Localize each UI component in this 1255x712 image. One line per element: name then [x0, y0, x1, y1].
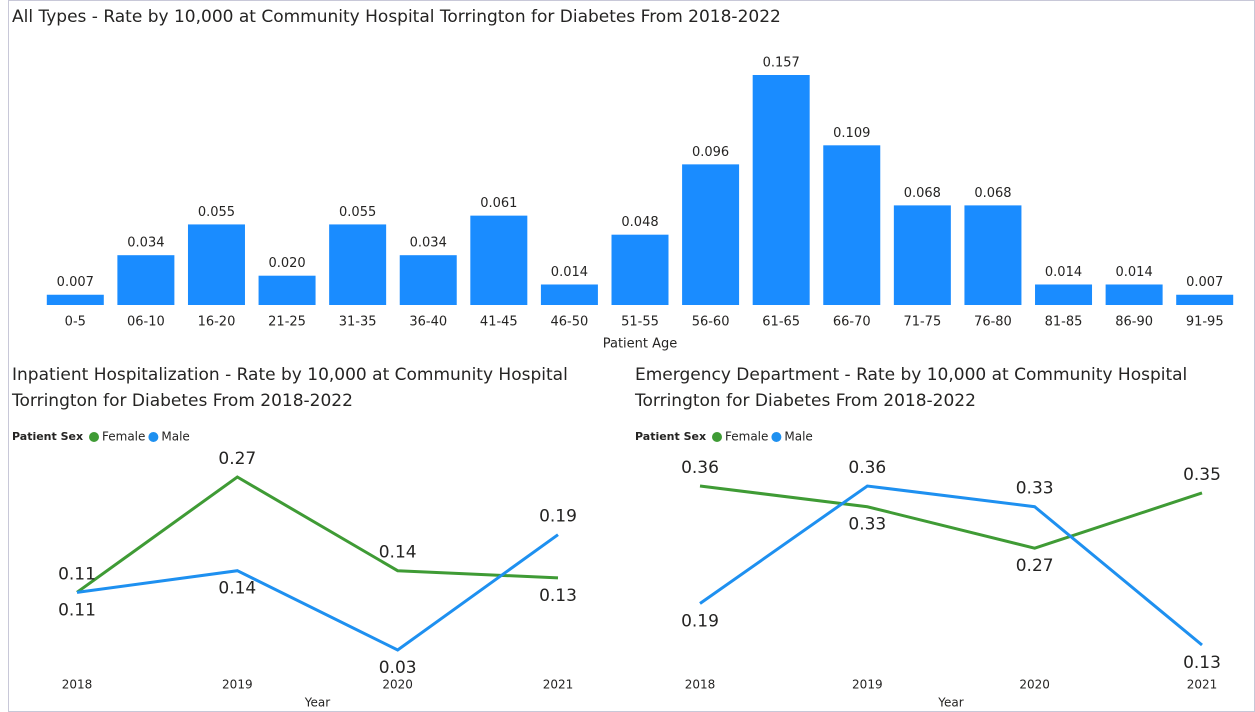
x-tick-label: 06-10 — [127, 315, 165, 330]
x-axis-label: Year — [937, 696, 963, 710]
data-label: 0.096 — [692, 145, 729, 160]
x-axis-label: Patient Age — [603, 337, 678, 352]
data-label: 0.27 — [1016, 556, 1054, 576]
x-axis-label: Year — [304, 696, 330, 710]
legend-label: Female — [725, 430, 768, 444]
legend-label: Male — [161, 430, 189, 444]
x-tick-label: 91-95 — [1186, 315, 1224, 330]
data-label: 0.055 — [198, 205, 235, 220]
bar — [329, 224, 387, 305]
x-tick-label: 36-40 — [409, 315, 447, 330]
data-label: 0.014 — [551, 265, 588, 280]
data-label: 0.061 — [480, 196, 517, 211]
data-label: 0.034 — [127, 236, 164, 251]
data-label: 0.14 — [379, 543, 417, 563]
x-tick-label: 66-70 — [833, 315, 871, 330]
data-label: 0.109 — [833, 126, 870, 141]
bar — [682, 164, 740, 305]
data-label: 0.014 — [1045, 265, 1082, 280]
data-label: 0.048 — [621, 215, 658, 230]
data-label: 0.034 — [410, 236, 447, 251]
legend-marker — [771, 432, 782, 442]
line — [699, 484, 1203, 647]
frame — [8, 0, 1255, 712]
data-label: 0.14 — [218, 579, 256, 599]
bar — [46, 294, 104, 305]
legend-label: Male — [784, 430, 812, 444]
bar — [470, 215, 528, 305]
data-label: 0.157 — [763, 56, 800, 71]
data-label: 0.13 — [539, 586, 577, 606]
chart-title: Emergency Department - Rate by 10,000 at… — [635, 365, 1188, 411]
bar — [1176, 294, 1234, 305]
data-label: 0.13 — [1183, 653, 1221, 673]
x-tick-label: 0-5 — [65, 315, 86, 330]
data-label: 0.33 — [1016, 479, 1054, 499]
x-tick-label: 2020 — [382, 678, 413, 692]
legend-marker — [148, 432, 159, 442]
x-tick-label: 2019 — [222, 678, 253, 692]
bar — [964, 205, 1022, 305]
legend-title: Patient Sex — [12, 430, 83, 443]
x-tick-label: 2021 — [543, 678, 574, 692]
x-tick-label: 81-85 — [1045, 315, 1083, 330]
bar — [399, 255, 457, 305]
bar — [823, 145, 881, 305]
bar — [117, 255, 175, 305]
x-tick-label: 61-65 — [762, 315, 800, 330]
x-tick-label: 2020 — [1019, 678, 1050, 692]
chart-title: All Types - Rate by 10,000 at Community … — [12, 7, 781, 27]
data-label: 0.27 — [218, 449, 256, 469]
data-label: 0.007 — [1186, 275, 1223, 290]
data-label: 0.35 — [1183, 465, 1221, 485]
x-tick-label: 86-90 — [1115, 315, 1153, 330]
x-tick-label: 46-50 — [551, 315, 589, 330]
data-label: 0.068 — [904, 186, 941, 201]
x-tick-label: 41-45 — [480, 315, 518, 330]
chart-title: Inpatient Hospitalization - Rate by 10,0… — [12, 365, 568, 411]
data-label: 0.36 — [681, 458, 719, 478]
data-label: 0.068 — [974, 186, 1011, 201]
x-tick-label: 2018 — [685, 678, 716, 692]
bar — [1035, 284, 1093, 305]
x-tick-label: 2018 — [62, 678, 93, 692]
bar — [752, 75, 810, 305]
data-label: 0.014 — [1116, 265, 1153, 280]
data-label: 0.19 — [681, 612, 719, 632]
x-tick-label: 76-80 — [974, 315, 1012, 330]
data-label: 0.020 — [268, 256, 305, 271]
x-tick-label: 16-20 — [198, 315, 236, 330]
data-label: 0.055 — [339, 205, 376, 220]
x-tick-label: 2021 — [1187, 678, 1218, 692]
legend-marker — [89, 432, 99, 442]
legend-marker — [712, 432, 722, 442]
bar — [540, 284, 598, 305]
data-label: 0.03 — [379, 658, 417, 678]
x-tick-label: 2019 — [852, 678, 883, 692]
x-tick-label: 71-75 — [903, 315, 941, 330]
x-tick-label: 21-25 — [268, 315, 306, 330]
data-label: 0.36 — [848, 458, 886, 478]
data-label: 0.33 — [848, 515, 886, 535]
x-tick-label: 51-55 — [621, 315, 659, 330]
data-label: 0.11 — [58, 600, 96, 620]
legend-title: Patient Sex — [635, 430, 706, 443]
x-tick-label: 31-35 — [339, 315, 377, 330]
x-tick-label: 56-60 — [692, 315, 730, 330]
bar — [258, 275, 316, 305]
line — [699, 484, 1203, 550]
data-label: 0.19 — [539, 507, 577, 527]
data-label: 0.007 — [57, 275, 94, 290]
bar — [611, 234, 669, 305]
data-label: 0.11 — [58, 564, 96, 584]
line — [76, 475, 559, 594]
bar — [187, 224, 245, 305]
line — [76, 533, 559, 652]
bar — [893, 205, 951, 305]
bar — [1105, 284, 1163, 305]
legend-label: Female — [102, 430, 145, 444]
